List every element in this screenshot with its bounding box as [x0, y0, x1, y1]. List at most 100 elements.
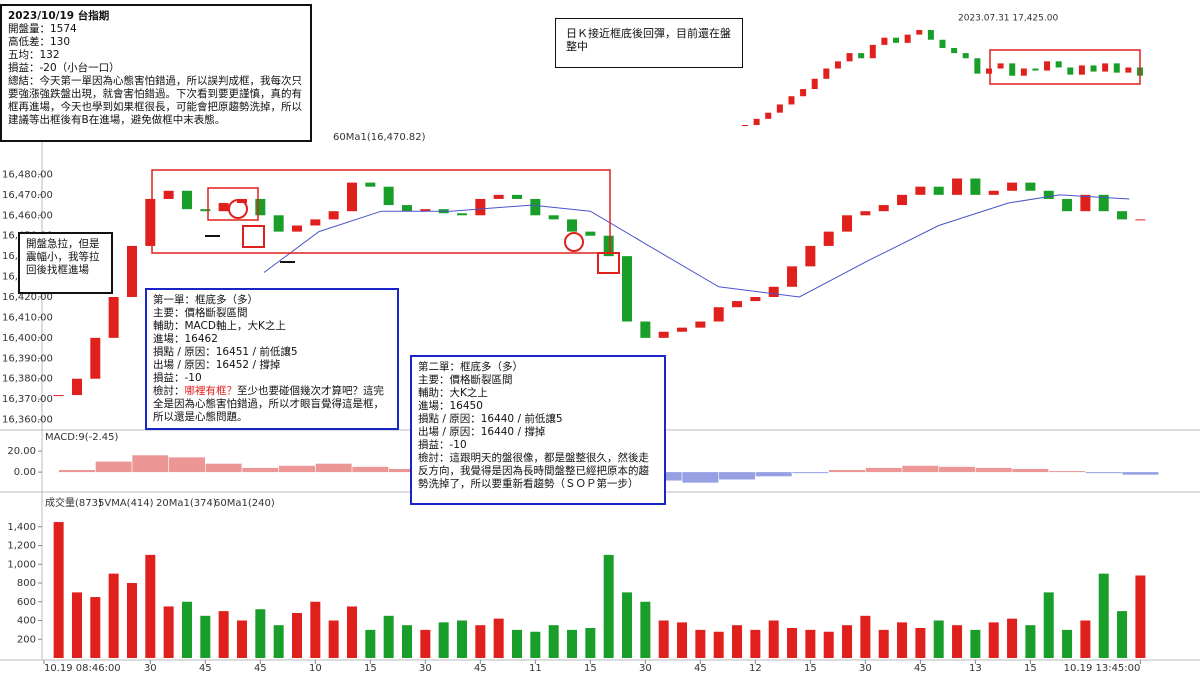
- candle: [420, 209, 431, 212]
- candle: [71, 378, 82, 396]
- volume-bar: [603, 554, 614, 658]
- candle: [842, 215, 853, 232]
- candle: [1098, 194, 1109, 212]
- inset-candle: [1090, 65, 1097, 72]
- inset-candle: [881, 37, 888, 45]
- candle: [145, 198, 156, 246]
- volume-bar: [236, 620, 247, 658]
- candle: [53, 395, 64, 397]
- volume-bar: [181, 601, 192, 658]
- macd-bar: [719, 472, 756, 480]
- macd-bar: [242, 467, 279, 473]
- volume-bar: [860, 615, 871, 658]
- y-tick-label: 16,370.00: [2, 394, 53, 405]
- inset-candle: [997, 63, 1004, 69]
- inset-candle: [1078, 65, 1085, 75]
- volume-bar: [145, 554, 156, 658]
- volume-bar: [346, 606, 357, 658]
- y-tick-label: 16,390.00: [2, 353, 53, 364]
- volume-bar: [622, 592, 633, 658]
- candle: [695, 321, 706, 328]
- note-line: 損益：-10: [153, 372, 202, 384]
- volume-bar: [200, 615, 211, 658]
- volume-bar: [1080, 620, 1091, 658]
- volume-bar: [658, 620, 669, 658]
- note-line: 總結：今天第一單因為心態害怕錯過，所以誤判成框，我每次只要強漲強跌盤出現，就會害…: [8, 75, 302, 126]
- volume-bar: [768, 620, 779, 658]
- note-line: 檢討：哪裡有框？至少也要碰個幾次才算吧？這完全是因為心態害怕錯過，所以才眼盲覺得…: [153, 385, 391, 424]
- y-tick-label: 16,480.00: [2, 169, 53, 180]
- inset-candle: [869, 44, 876, 59]
- note-line: 輔助：大K之上: [418, 387, 488, 399]
- candle: [1117, 211, 1128, 220]
- note-line: 損益：-20（小台一口）: [8, 62, 120, 74]
- note-line: 2023/10/19 台指期: [8, 10, 110, 22]
- volume-bar: [493, 618, 504, 658]
- volume-bar: [457, 620, 468, 658]
- note-line: 日Ｋ接近框底後回彈，目前還在盤整中: [566, 27, 731, 53]
- volume-bar: [163, 606, 174, 658]
- candle: [181, 190, 192, 210]
- candle: [328, 211, 339, 220]
- x-tick-label: 30: [639, 663, 652, 674]
- note-box: 2023/10/19 台指期 開盤量：1574 高低差：130 五均：132 損益：-2…: [0, 4, 312, 142]
- ma-label: 60Ma1(16,470.82): [333, 132, 426, 143]
- inset-candle: [951, 47, 958, 54]
- volume-bar: [842, 625, 853, 658]
- inset-candle: [1125, 67, 1132, 73]
- x-tick-label: 12: [749, 663, 762, 674]
- candle: [475, 198, 486, 216]
- macd-bar: [1049, 471, 1086, 473]
- inset-candle: [742, 125, 748, 126]
- y-tick-label: 16,380.00: [2, 374, 53, 385]
- note-line: 進場：16450: [418, 400, 483, 412]
- macd-bar: [95, 461, 132, 473]
- inset-panel: [740, 8, 1145, 156]
- note-line: 檢討：這跟明天的盤很像，都是盤整很久，然後走反方向，我覺得是因為長時間盤整已經把…: [418, 452, 649, 490]
- y-tick-label: 16,360.00: [2, 415, 53, 426]
- inset-candle: [927, 30, 934, 40]
- y-tick-label: 600: [17, 597, 36, 608]
- macd-bar: [755, 472, 792, 477]
- candle: [1025, 182, 1036, 191]
- note-box: 第一單：框底多（多） 主要：價格斷裂區間 輔助：MACD軸上，大K之上 進場：1646…: [145, 288, 399, 430]
- candle: [108, 297, 119, 338]
- note-line: 損點 / 原因：16451 / 前低讓5: [153, 346, 298, 358]
- candle: [603, 235, 614, 257]
- note-line: 五均：132: [8, 49, 60, 61]
- volume-bar: [126, 583, 137, 658]
- trade-markings: [151, 49, 1141, 274]
- note-text: 哪裡有框？: [184, 385, 238, 397]
- candle: [897, 194, 908, 206]
- volume-bar: [420, 629, 431, 658]
- candle: [1080, 194, 1091, 212]
- candle: [622, 256, 633, 322]
- volume-bar: [878, 629, 889, 658]
- volume-bar: [1117, 611, 1128, 658]
- note-text: 至少也要碰個幾次才算吧？這完全是因為心態害怕錯過，所以才眼盲覺得這是框，所以還是…: [153, 385, 384, 423]
- macd-bar: [1122, 472, 1159, 475]
- inset-candle: [788, 96, 795, 105]
- candle: [915, 186, 926, 195]
- volume-bar: [952, 625, 963, 658]
- candle: [640, 321, 651, 338]
- candle: [493, 194, 504, 199]
- volume-bar: [383, 615, 394, 658]
- candle: [310, 219, 321, 226]
- inset-candle: [765, 112, 772, 119]
- volume-bar: [897, 622, 908, 658]
- candle: [402, 205, 412, 212]
- macd-bar: [352, 466, 389, 473]
- inset-candle: [916, 30, 923, 35]
- volume-bar: [585, 628, 596, 658]
- inset-candle: [1020, 68, 1027, 76]
- volume-bar: [1025, 625, 1036, 658]
- macd-bar: [902, 465, 939, 473]
- x-tick-label: 15: [804, 663, 817, 674]
- candle: [878, 205, 889, 212]
- candle: [457, 213, 468, 216]
- inset-candle: [823, 68, 830, 79]
- candle: [933, 186, 944, 195]
- macd-bar: [132, 455, 169, 473]
- candle: [988, 190, 999, 195]
